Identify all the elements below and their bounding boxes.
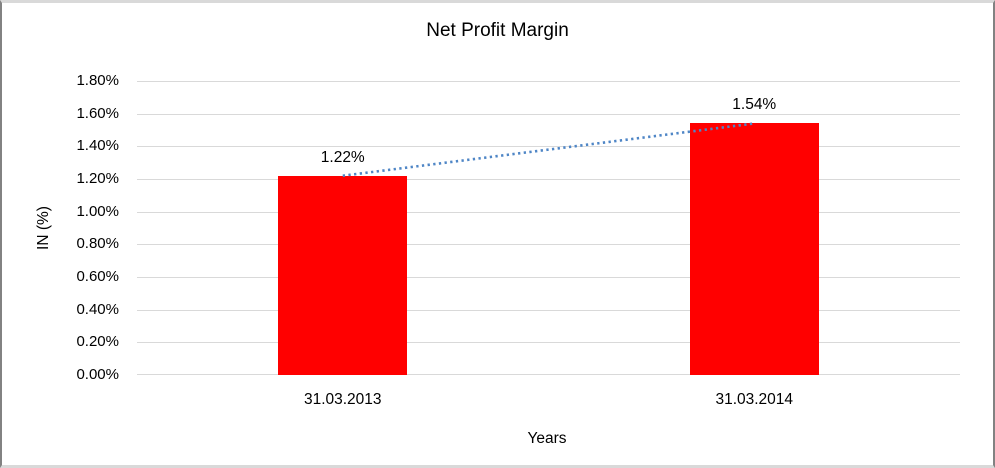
y-tick-label: 1.00% (76, 202, 119, 220)
y-tick-label: 1.40% (76, 137, 119, 155)
gridline (137, 342, 960, 344)
x-tick-label: 31.03.2014 (715, 391, 794, 408)
y-tick-label: 1.80% (76, 72, 119, 89)
data-label: 1.54% (732, 96, 777, 114)
gridline (137, 146, 960, 148)
gridline (137, 277, 960, 278)
y-tick-label: 0.80% (76, 235, 119, 253)
gridline (137, 374, 960, 375)
gridline (137, 81, 960, 82)
gridline (137, 211, 960, 213)
chart-title: Net Profit Margin (426, 20, 569, 41)
gridline (137, 309, 960, 311)
y-tick-label: 0.20% (76, 333, 119, 351)
x-axis-title: Years (527, 430, 567, 447)
y-tick-label: 1.20% (76, 170, 119, 187)
plot-area: 1.22% 1.54% (137, 81, 960, 375)
y-tick-label: 1.60% (76, 104, 119, 122)
gridline (137, 179, 960, 180)
bar (278, 175, 408, 375)
y-axis-title: IN (%) (35, 206, 52, 250)
bar (689, 123, 819, 375)
trendline (342, 122, 755, 178)
x-tick-label: 31.03.2013 (303, 391, 382, 408)
y-tick-label: 0.40% (76, 300, 119, 318)
gridline (137, 113, 960, 115)
y-tick-label: 0.60% (76, 268, 119, 285)
gridline (137, 244, 960, 246)
y-tick-label: 0.00% (76, 366, 119, 383)
data-label: 1.22% (320, 148, 365, 166)
